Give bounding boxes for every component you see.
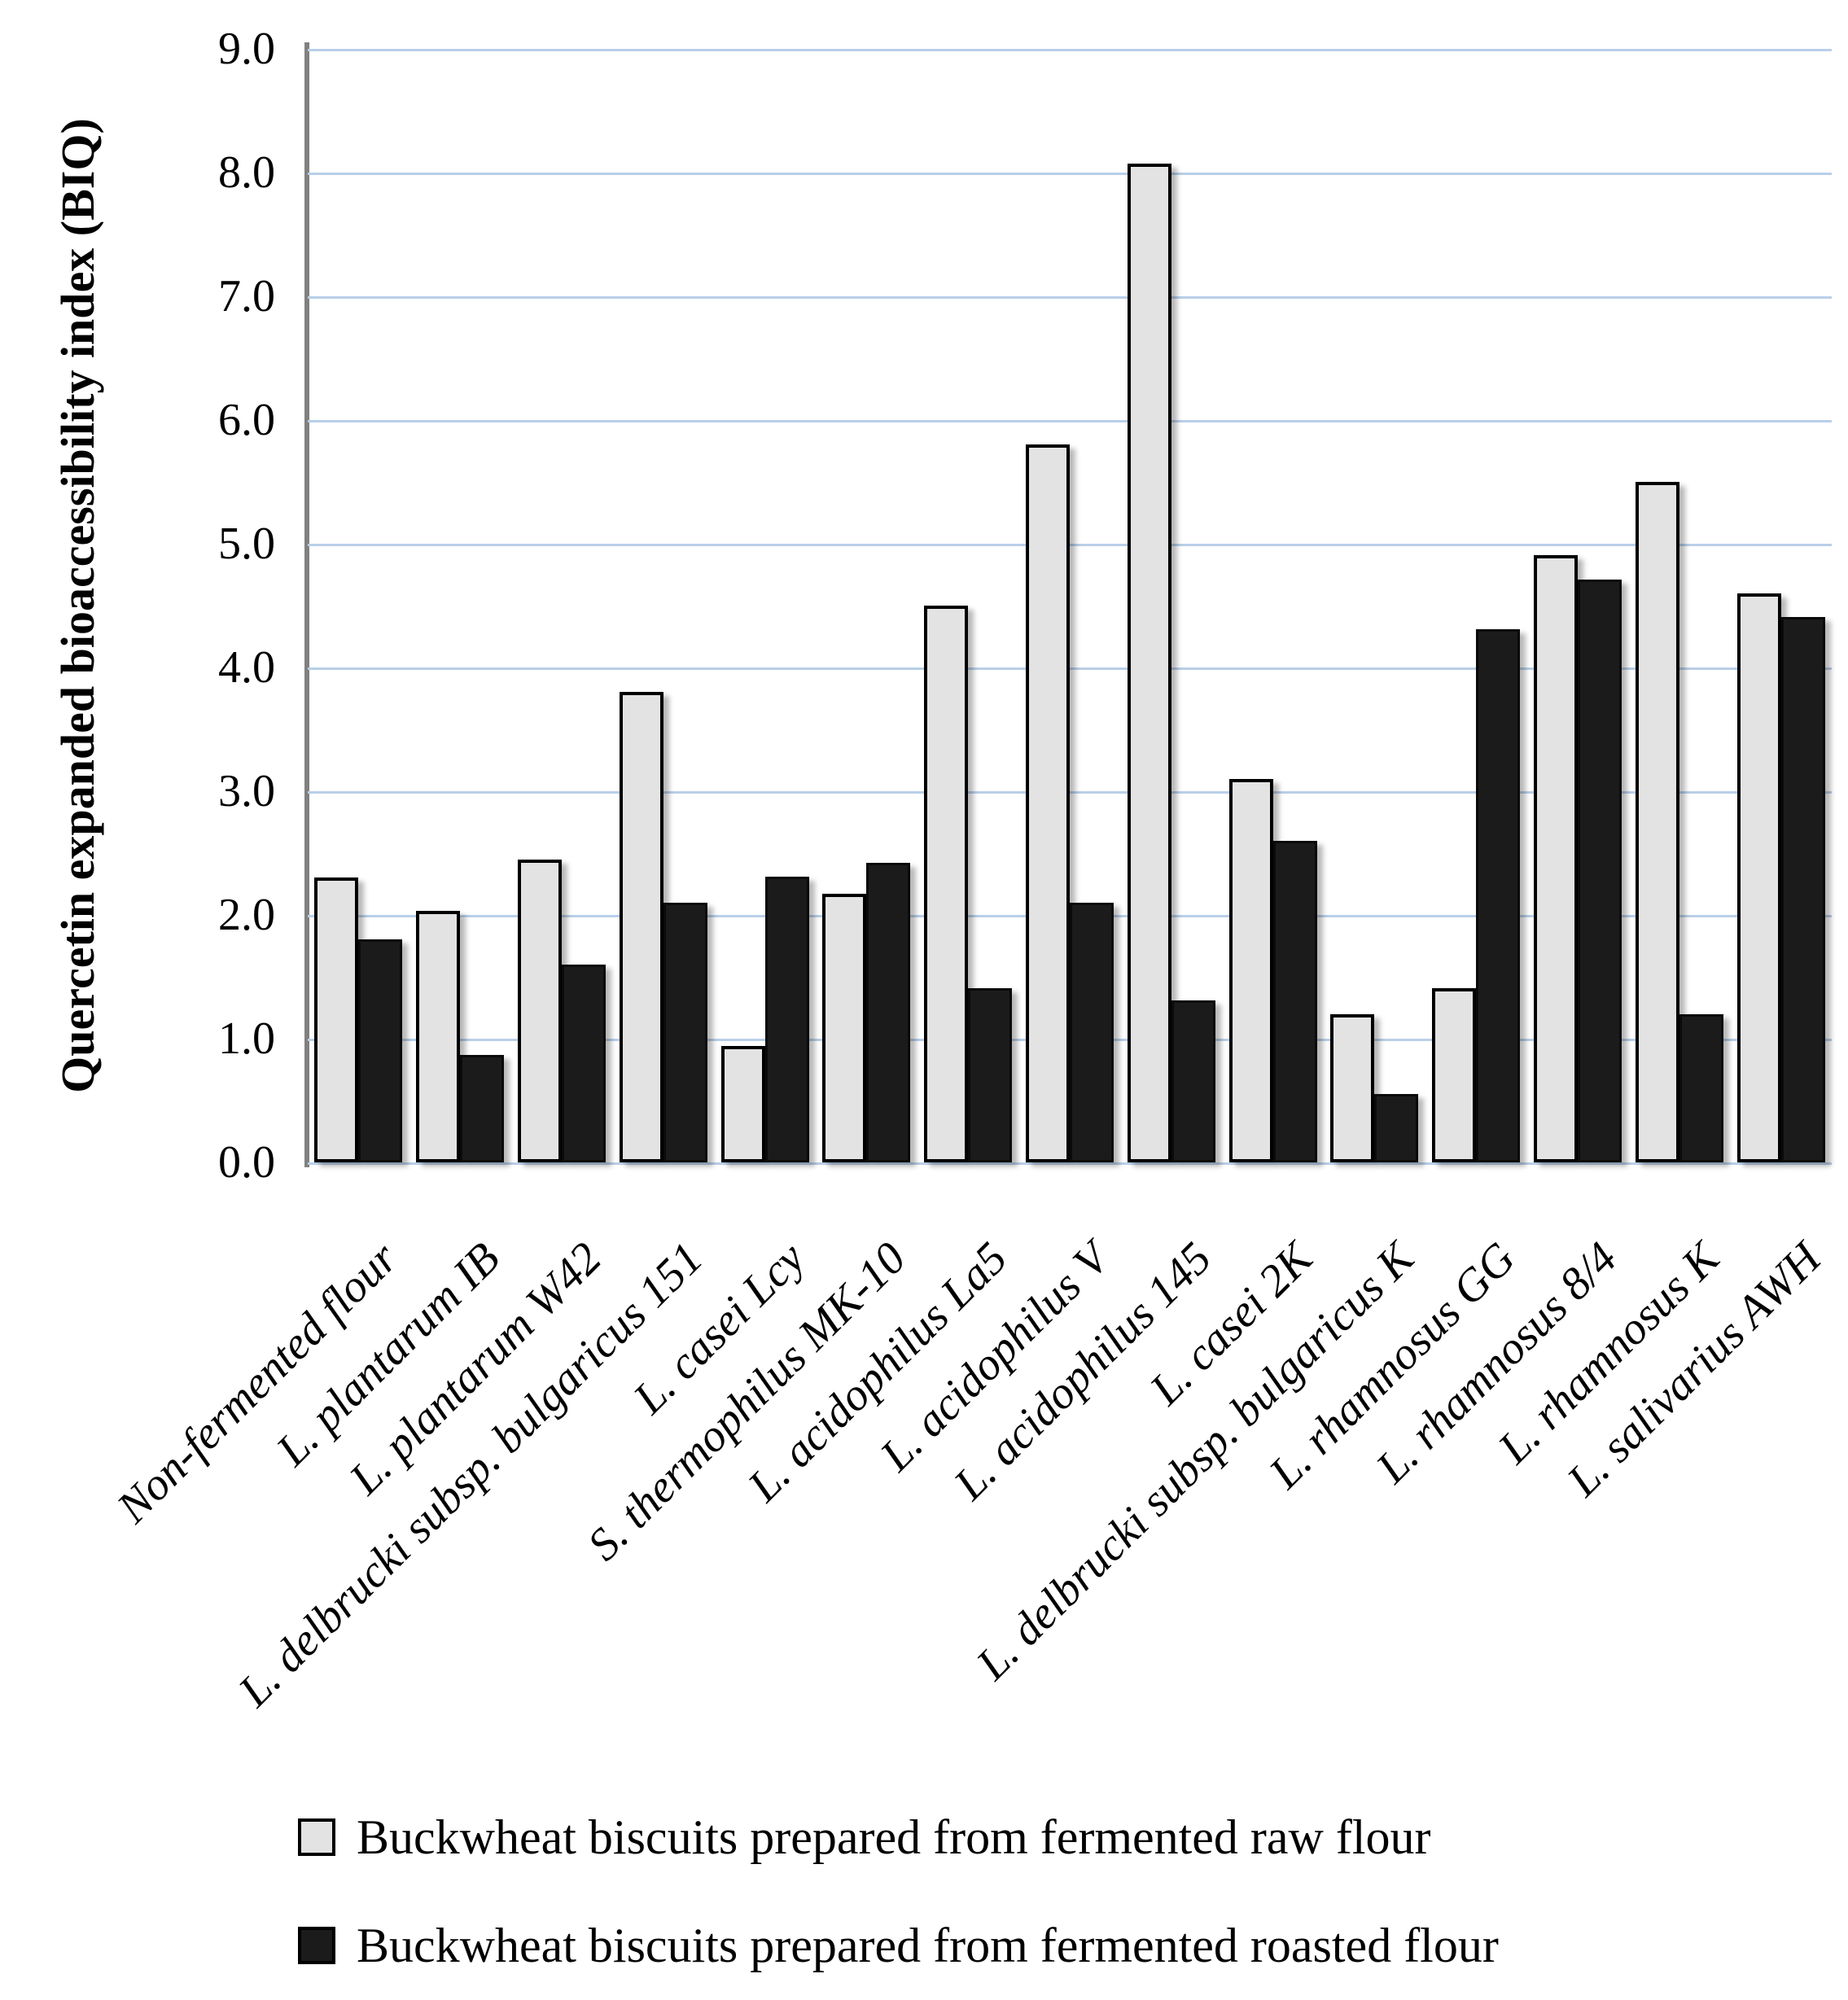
- bar-raw-flour: [416, 911, 460, 1162]
- y-tick-label: 6.0: [218, 395, 275, 445]
- bar-raw-flour: [518, 860, 562, 1162]
- legend-label: Buckwheat biscuits prepared from ferment…: [357, 1810, 1431, 1864]
- bar-roasted-flour: [1781, 617, 1825, 1162]
- gridline: [308, 1162, 1832, 1165]
- y-tick-label: 0.0: [218, 1137, 275, 1188]
- bar-raw-flour: [1330, 1014, 1374, 1162]
- bar-raw-flour: [1636, 482, 1679, 1162]
- bar-roasted-flour: [1476, 629, 1520, 1162]
- bar-roasted-flour: [1171, 1000, 1215, 1162]
- y-tick-label: 5.0: [218, 519, 275, 569]
- bar-roasted-flour: [1578, 580, 1622, 1162]
- bar-raw-flour: [822, 894, 866, 1162]
- bar-roasted-flour: [1679, 1014, 1723, 1162]
- bar-raw-flour: [1229, 779, 1273, 1162]
- legend-label: Buckwheat biscuits prepared from ferment…: [357, 1919, 1499, 1972]
- gridline: [308, 544, 1832, 546]
- gridline: [308, 296, 1832, 299]
- bar-roasted-flour: [866, 863, 910, 1162]
- y-tick-label: 8.0: [218, 147, 275, 198]
- y-tick-label: 1.0: [218, 1013, 275, 1064]
- legend-row: Buckwheat biscuits prepared from ferment…: [298, 1805, 1431, 1870]
- bar-roasted-flour: [562, 965, 606, 1162]
- bar-roasted-flour: [1273, 841, 1317, 1162]
- legend-row: Buckwheat biscuits prepared from ferment…: [298, 1913, 1499, 1978]
- gridline: [308, 49, 1832, 51]
- bar-raw-flour: [1026, 444, 1070, 1162]
- bar-roasted-flour: [968, 988, 1012, 1162]
- y-tick-label: 9.0: [218, 24, 275, 74]
- y-tick-label: 4.0: [218, 642, 275, 693]
- bar-raw-flour: [721, 1046, 765, 1162]
- y-tick-label: 3.0: [218, 766, 275, 816]
- bar-raw-flour: [314, 877, 358, 1162]
- bar-raw-flour: [620, 692, 663, 1162]
- bar-raw-flour: [1432, 988, 1476, 1162]
- gridline: [308, 791, 1832, 794]
- bar-raw-flour: [924, 606, 968, 1162]
- gridline: [308, 667, 1832, 670]
- bar-roasted-flour: [1070, 903, 1114, 1162]
- gridline: [308, 173, 1832, 175]
- bar-roasted-flour: [663, 903, 707, 1162]
- bar-raw-flour: [1737, 593, 1781, 1162]
- bar-raw-flour: [1534, 555, 1578, 1162]
- y-tick-label: 2.0: [218, 890, 275, 940]
- bar-roasted-flour: [765, 877, 809, 1162]
- legend-key-roasted: [298, 1927, 335, 1964]
- gridline: [308, 420, 1832, 422]
- y-tick-label: 7.0: [218, 271, 275, 322]
- bar-raw-flour: [1128, 164, 1171, 1162]
- y-axis-line: [304, 42, 309, 1167]
- legend-key-raw: [298, 1818, 335, 1856]
- bar-roasted-flour: [358, 939, 402, 1162]
- bar-roasted-flour: [1374, 1094, 1418, 1162]
- bar-roasted-flour: [460, 1055, 504, 1162]
